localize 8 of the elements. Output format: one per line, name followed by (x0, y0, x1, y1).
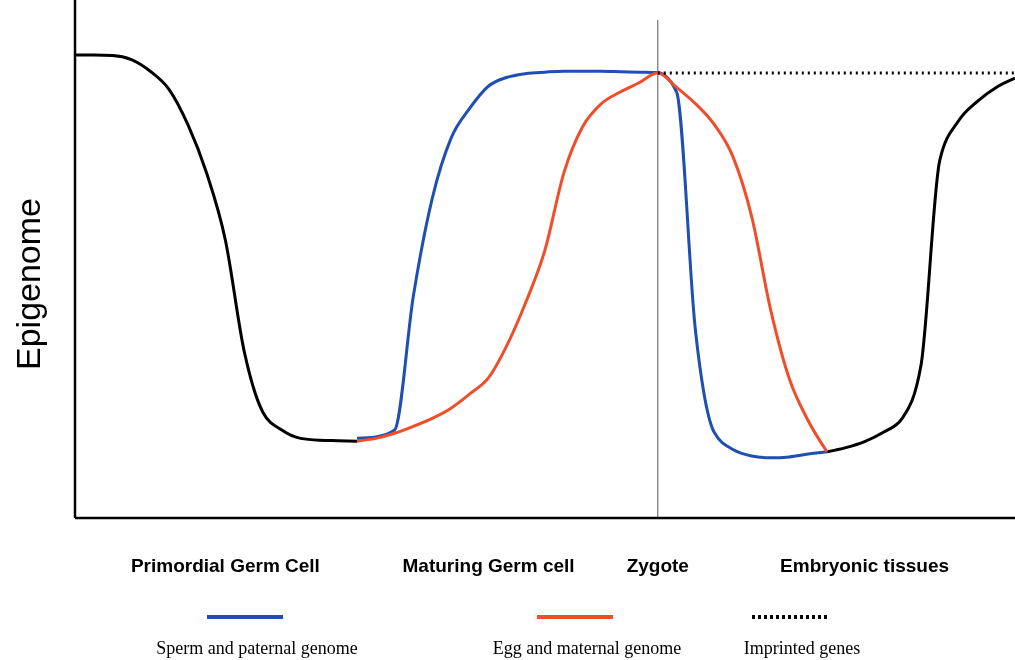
legend-label: Imprinted genes (743, 638, 861, 658)
legend-label: Sperm and paternal genome (156, 638, 358, 658)
x-tick-label: Embryonic tissues (780, 555, 950, 576)
x-tick-label: Maturing Germ cell (402, 555, 575, 576)
legend-label: Egg and maternal genome (492, 638, 682, 658)
x-tick-label: Primordial Germ Cell (130, 555, 320, 576)
x-tick-label: Zygote (626, 555, 689, 576)
y-axis-title: Epigenome (9, 197, 47, 371)
